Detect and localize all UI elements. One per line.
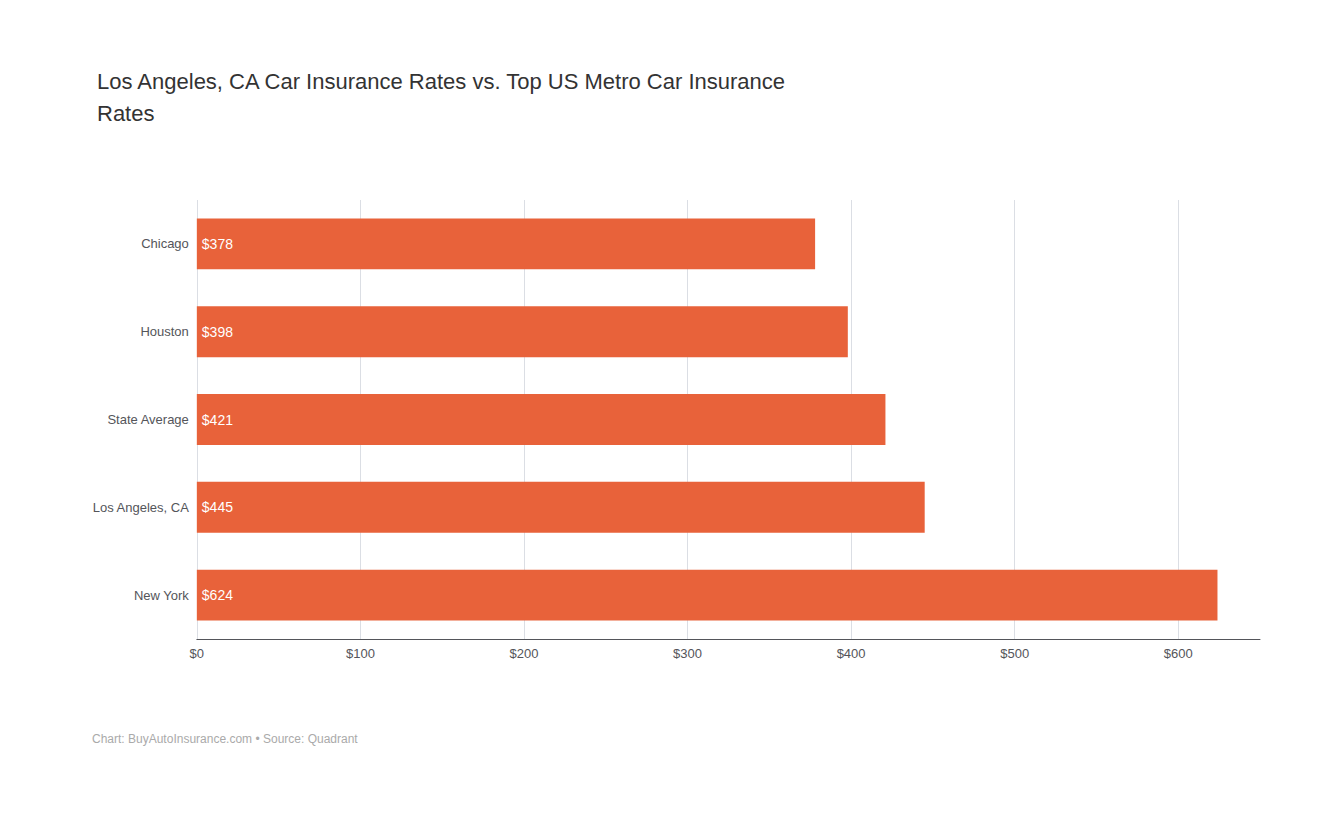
svg-text:$0: $0 — [190, 646, 204, 661]
svg-text:$400: $400 — [837, 646, 866, 661]
svg-text:Los Angeles, CA: Los Angeles, CA — [93, 500, 189, 515]
svg-text:$300: $300 — [673, 646, 702, 661]
svg-text:Chicago: Chicago — [141, 236, 189, 251]
svg-text:$398: $398 — [202, 324, 233, 340]
svg-text:$200: $200 — [510, 646, 539, 661]
svg-text:$445: $445 — [202, 499, 233, 515]
svg-text:$624: $624 — [202, 587, 233, 603]
svg-text:$100: $100 — [346, 646, 375, 661]
svg-text:Houston: Houston — [140, 324, 188, 339]
svg-text:$500: $500 — [1000, 646, 1029, 661]
svg-text:Chart: BuyAutoInsurance.com •: Chart: BuyAutoInsurance.com • Source: Qu… — [92, 732, 358, 746]
svg-text:Los Angeles, CA Car Insurance: Los Angeles, CA Car Insurance Rates vs. … — [97, 69, 785, 94]
svg-text:State Average: State Average — [107, 412, 188, 427]
svg-text:Rates: Rates — [97, 101, 154, 126]
svg-text:New York: New York — [134, 588, 189, 603]
svg-text:$600: $600 — [1164, 646, 1193, 661]
svg-text:$421: $421 — [202, 412, 233, 428]
svg-text:$378: $378 — [202, 236, 233, 252]
